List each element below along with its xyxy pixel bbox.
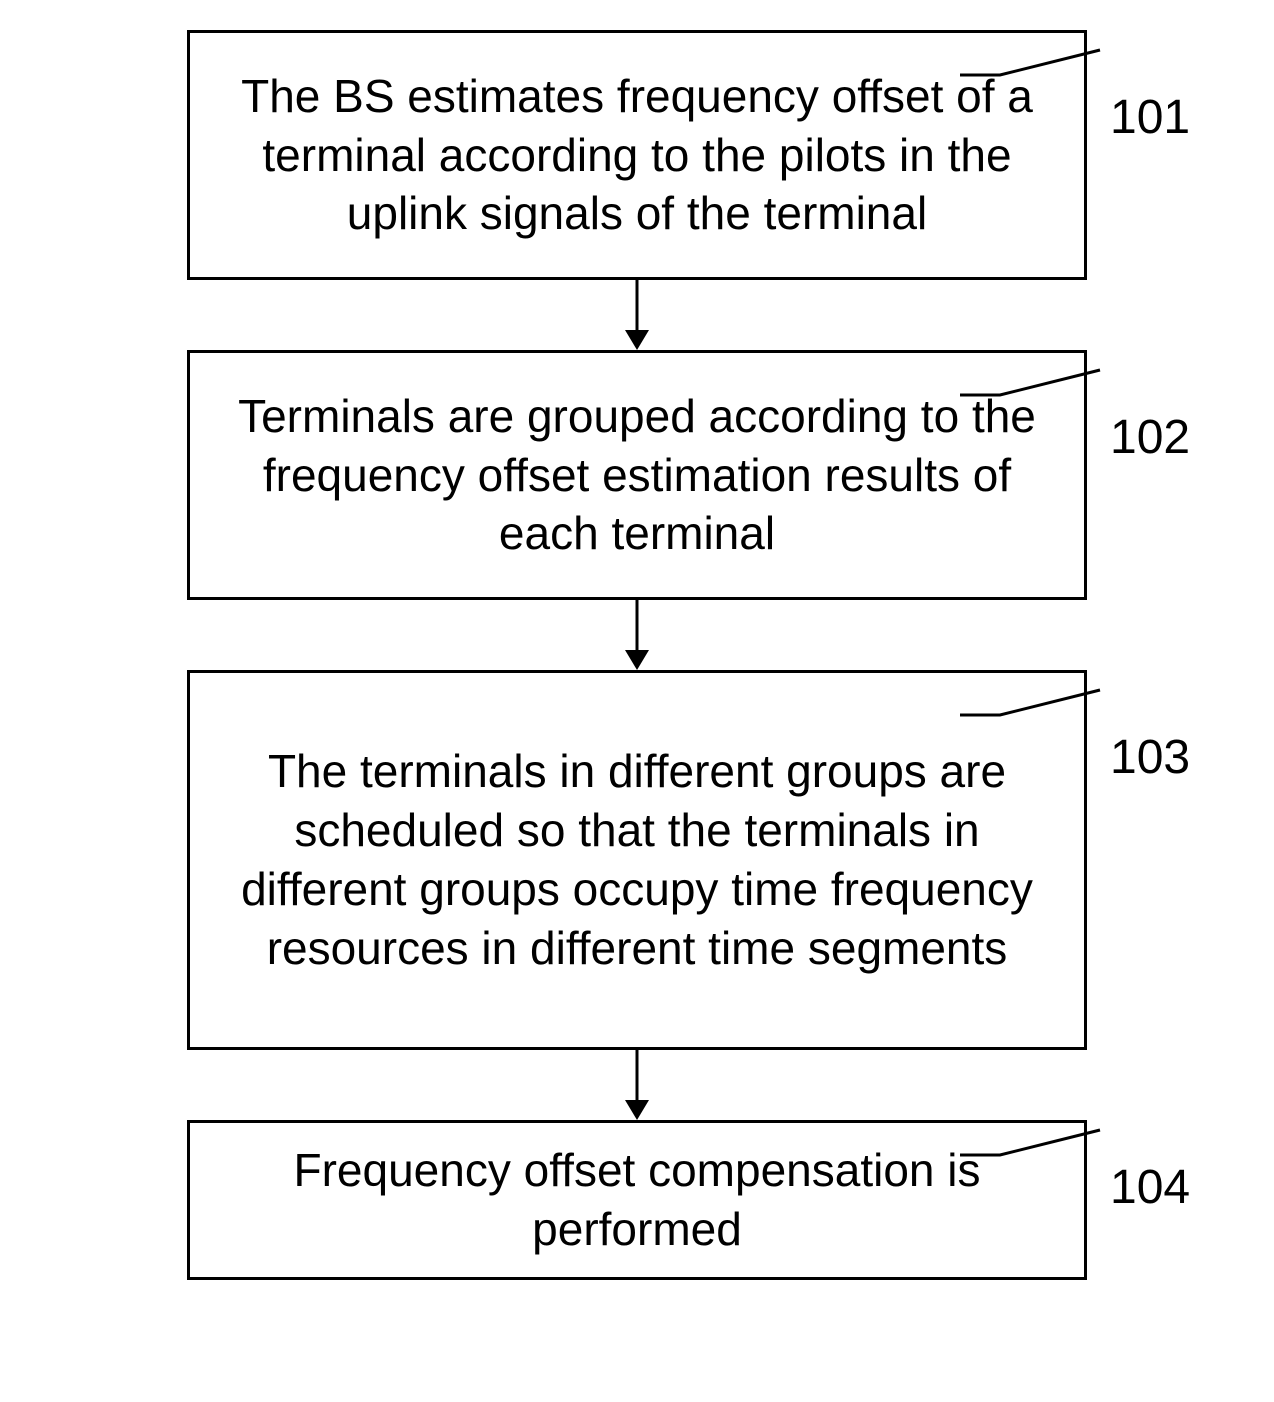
step-wrapper-102: Terminals are grouped according to the f… <box>60 350 1214 600</box>
step-box-104: Frequency offset compensation is perform… <box>187 1120 1087 1280</box>
step-wrapper-101: The BS estimates frequency offset of a t… <box>60 30 1214 280</box>
step-wrapper-104: Frequency offset compensation is perform… <box>60 1120 1214 1280</box>
step-label-101: 101 <box>1110 90 1190 145</box>
step-text-101: The BS estimates frequency offset of a t… <box>218 67 1056 244</box>
step-box-103: The terminals in different groups are sc… <box>187 670 1087 1050</box>
flowchart-container: The BS estimates frequency offset of a t… <box>60 30 1214 1280</box>
step-text-103: The terminals in different groups are sc… <box>218 742 1056 978</box>
step-label-103: 103 <box>1110 730 1190 785</box>
arrow-1-2 <box>60 280 1214 350</box>
step-label-102: 102 <box>1110 410 1190 465</box>
arrow-2-3 <box>60 600 1214 670</box>
step-text-104: Frequency offset compensation is perform… <box>218 1141 1056 1259</box>
step-text-102: Terminals are grouped according to the f… <box>218 387 1056 564</box>
step-box-102: Terminals are grouped according to the f… <box>187 350 1087 600</box>
step-label-104: 104 <box>1110 1160 1190 1215</box>
step-box-101: The BS estimates frequency offset of a t… <box>187 30 1087 280</box>
arrow-3-4 <box>60 1050 1214 1120</box>
step-wrapper-103: The terminals in different groups are sc… <box>60 670 1214 1050</box>
